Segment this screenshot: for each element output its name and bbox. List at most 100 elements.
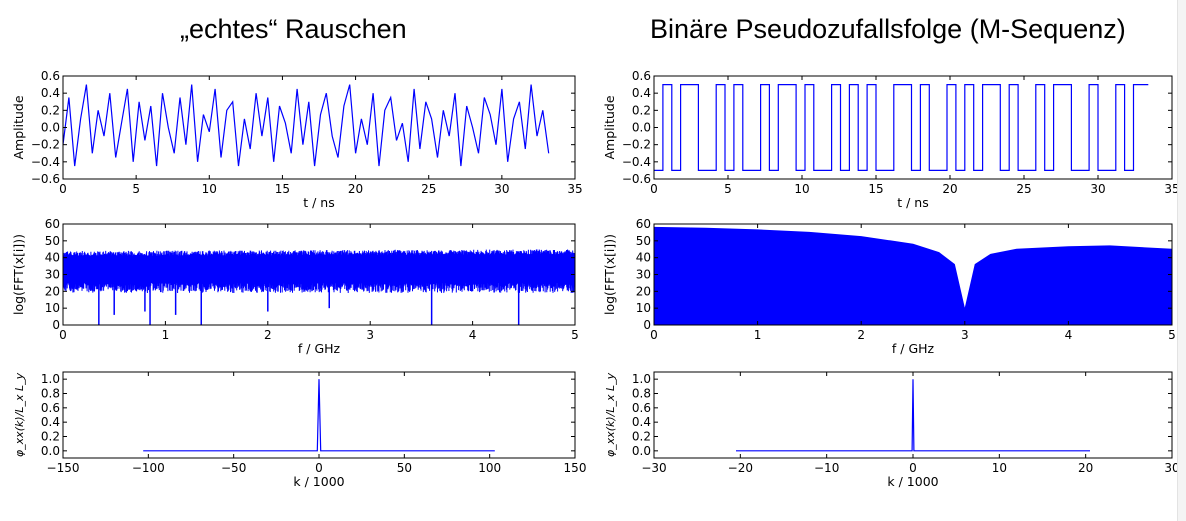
y-tick-label: 10 xyxy=(636,301,651,315)
y-axis-label: log(FFT(x[i])) xyxy=(602,234,617,315)
y-axis-label: φ_xx(k)/L_x L_y xyxy=(13,372,26,457)
x-tick-label: 15 xyxy=(275,182,290,196)
y-tick-label: −0.2 xyxy=(622,138,651,152)
y-tick-label: 0.8 xyxy=(632,387,651,401)
x-tick-label: 50 xyxy=(397,461,412,475)
y-tick-label: 0.4 xyxy=(41,415,60,429)
x-tick-label: 100 xyxy=(478,461,501,475)
x-tick-label: 4 xyxy=(469,328,477,342)
x-tick-label: 20 xyxy=(348,182,363,196)
y-tick-label: 0.6 xyxy=(632,401,651,415)
x-tick-label: −50 xyxy=(221,461,246,475)
y-tick-label: 0.2 xyxy=(632,103,651,117)
series-line xyxy=(63,84,550,167)
y-tick-label: 0 xyxy=(52,318,60,332)
plot-area xyxy=(63,84,550,167)
plot-mseq-autocorrelation: −30 −20 −10 0 10 20 30 0.00.20.40.60.81.0 k / 10… xyxy=(604,371,1180,489)
slide-edge xyxy=(1177,0,1186,521)
series-line xyxy=(736,379,1090,452)
y-tick-label: −0.4 xyxy=(31,155,60,169)
y-tick-label: 0.4 xyxy=(632,86,651,100)
x-tick-label: 15 xyxy=(868,182,883,196)
y-tick-label: 0.0 xyxy=(632,121,651,135)
y-tick-label: 50 xyxy=(636,234,651,248)
x-axis-label: t / ns xyxy=(303,195,335,210)
x-tick-label: 0 xyxy=(315,461,323,475)
series-line xyxy=(654,83,1149,171)
y-tick-label: 0 xyxy=(643,318,651,332)
x-tick-label: 5 xyxy=(571,328,579,342)
y-tick-label: 0.8 xyxy=(41,387,60,401)
y-tick-label: 0.2 xyxy=(41,430,60,444)
x-tick-label: 0 xyxy=(650,328,658,342)
y-tick-label: 0.4 xyxy=(632,415,651,429)
y-tick-label: 1.0 xyxy=(632,372,651,386)
spectrum-band-line xyxy=(63,249,575,294)
x-tick-label: −10 xyxy=(814,461,839,475)
y-axis-label: log(FFT(x[i])) xyxy=(11,234,26,315)
y-tick-label: 1.0 xyxy=(41,372,60,386)
x-tick-label: 3 xyxy=(961,328,969,342)
x-tick-label: −20 xyxy=(728,461,753,475)
y-tick-label: 40 xyxy=(45,251,60,265)
x-tick-label: 2 xyxy=(857,328,865,342)
y-tick-label: 60 xyxy=(636,217,651,231)
x-tick-label: 5 xyxy=(724,182,732,196)
x-tick-label: 35 xyxy=(1164,182,1179,196)
y-tick-label: 60 xyxy=(45,217,60,231)
y-tick-label: 50 xyxy=(45,234,60,248)
x-tick-label: 150 xyxy=(564,461,587,475)
spectrum-fill xyxy=(654,226,1172,325)
title-noise: „echtes“ Rauschen xyxy=(180,14,407,44)
x-tick-label: 1 xyxy=(754,328,762,342)
x-tick-label: 10 xyxy=(992,461,1007,475)
x-tick-label: 20 xyxy=(1078,461,1093,475)
x-axis-label: k / 1000 xyxy=(293,474,344,489)
plot-noise-autocorrelation: −150 −100 −50 0 50 100 150 0.00.20.40.60.81.0 k … xyxy=(13,371,587,489)
y-tick-label: −0.6 xyxy=(31,172,60,186)
y-tick-label: 0.2 xyxy=(41,103,60,117)
x-tick-label: 5 xyxy=(132,182,140,196)
y-tick-label: 0.4 xyxy=(41,86,60,100)
x-tick-label: 2 xyxy=(264,328,272,342)
x-axis-label: f / GHz xyxy=(892,341,935,356)
y-tick-label: 0.0 xyxy=(41,121,60,135)
x-tick-label: 25 xyxy=(1016,182,1031,196)
x-tick-label: 20 xyxy=(942,182,957,196)
y-tick-label: −0.6 xyxy=(622,172,651,186)
x-axis-label: k / 1000 xyxy=(887,474,938,489)
plot-area xyxy=(654,226,1172,325)
x-tick-label: 0 xyxy=(909,461,917,475)
title-m-sequence: Binäre Pseudozufallsfolge (M-Sequenz) xyxy=(650,14,1126,44)
x-tick-label: 3 xyxy=(366,328,374,342)
x-tick-label: 0 xyxy=(650,182,658,196)
y-tick-label: 40 xyxy=(636,251,651,265)
plot-area xyxy=(143,379,495,452)
x-tick-label: 1 xyxy=(162,328,170,342)
y-axis-label: φ_xx(k)/L_x L_y xyxy=(604,372,617,457)
y-tick-label: 30 xyxy=(636,268,651,282)
y-tick-label: 20 xyxy=(636,284,651,298)
x-tick-label: 30 xyxy=(1090,182,1105,196)
x-tick-label: −100 xyxy=(132,461,165,475)
x-tick-label: 10 xyxy=(202,182,217,196)
x-tick-label: −150 xyxy=(47,461,80,475)
x-tick-label: 30 xyxy=(494,182,509,196)
plot-area xyxy=(63,249,575,325)
y-tick-label: 0.2 xyxy=(632,430,651,444)
y-tick-label: 0.0 xyxy=(632,444,651,458)
x-tick-label: 30 xyxy=(1164,461,1179,475)
y-tick-label: 0.6 xyxy=(41,401,60,415)
y-axis-label: Amplitude xyxy=(11,95,26,159)
x-tick-label: 5 xyxy=(1168,328,1176,342)
plot-mseq-time: 0 5 10 15 20 25 30 35 −0.6 −0.4 −0.2 0.0 0.2 0.4 0.6 t … xyxy=(602,69,1180,210)
x-tick-label: 25 xyxy=(421,182,436,196)
plot-area xyxy=(736,379,1090,452)
x-tick-label: 4 xyxy=(1065,328,1073,342)
x-axis-label: t / ns xyxy=(897,195,929,210)
plot-noise-time: 0 5 10 15 20 25 30 35 −0.6 −0.4 −0.2 0.0 0.2 0.4 0.6 t … xyxy=(11,69,583,210)
y-tick-label: −0.4 xyxy=(622,155,651,169)
plot-area xyxy=(654,83,1149,171)
x-tick-label: −30 xyxy=(641,461,666,475)
x-axis-label: f / GHz xyxy=(298,341,341,356)
